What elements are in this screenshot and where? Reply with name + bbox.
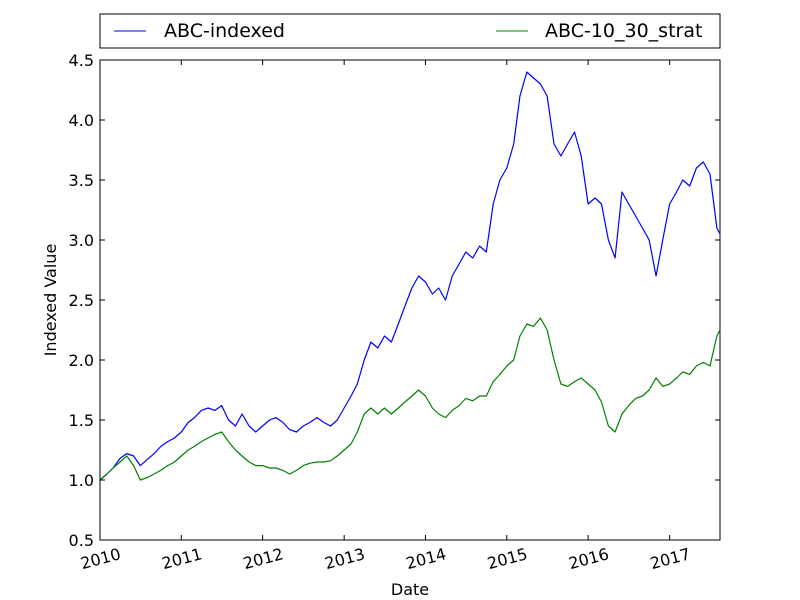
x-tick-label: 2016 <box>567 544 611 573</box>
y-axis: 0.5 1.0 1.5 2.0 2.5 3.0 3.5 4.0 4.5 <box>69 51 720 550</box>
x-tick-label: 2013 <box>323 544 367 573</box>
y-axis-title: Indexed Value <box>41 244 60 357</box>
y-tick-label: 1.0 <box>69 471 94 490</box>
legend-label-abc-indexed: ABC-indexed <box>164 20 285 42</box>
y-tick-label: 4.5 <box>69 51 94 70</box>
y-tick-label: 1.5 <box>69 411 94 430</box>
legend: ABC-indexed ABC-10_30_strat <box>99 13 721 49</box>
x-tick-label: 2011 <box>160 544 204 573</box>
legend-box <box>99 13 721 49</box>
y-tick-label: 0.5 <box>69 531 94 550</box>
plot-area <box>99 59 721 541</box>
x-tick-label: 2017 <box>648 544 692 573</box>
x-tick-label: 2012 <box>241 544 285 573</box>
series-line-abc-10-30-strat <box>99 317 721 481</box>
series-line-abc-indexed <box>99 71 721 481</box>
x-axis-title: Date <box>391 580 429 599</box>
series-layer <box>99 71 721 481</box>
y-tick-label: 4.0 <box>69 111 94 130</box>
legend-label-abc-10-30-strat: ABC-10_30_strat <box>545 20 702 42</box>
y-tick-label: 2.5 <box>69 291 94 310</box>
x-tick-label: 2014 <box>404 544 448 573</box>
y-tick-label: 3.5 <box>69 171 94 190</box>
x-tick-label: 2015 <box>485 544 529 573</box>
y-tick-label: 3.0 <box>69 231 94 250</box>
y-tick-label: 2.0 <box>69 351 94 370</box>
